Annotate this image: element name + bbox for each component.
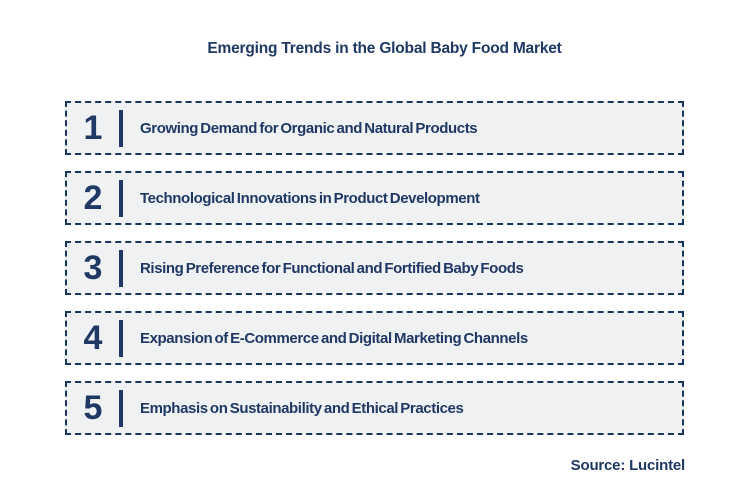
trend-number: 2 (83, 179, 103, 217)
trend-item-3: 3 Rising Preference for Functional and F… (65, 241, 684, 295)
vertical-divider (119, 249, 123, 287)
trend-number: 3 (83, 249, 103, 287)
trend-label: Rising Preference for Functional and For… (140, 259, 524, 277)
trend-item-2: 2 Technological Innovations in Product D… (65, 171, 684, 225)
trend-label: Emphasis on Sustainability and Ethical P… (140, 399, 464, 417)
trend-number: 5 (83, 389, 103, 427)
trend-item-1: 1 Growing Demand for Organic and Natural… (65, 101, 684, 155)
vertical-divider (119, 389, 123, 427)
trend-label: Technological Innovations in Product Dev… (140, 189, 480, 207)
trend-label: Growing Demand for Organic and Natural P… (140, 119, 478, 137)
page-title: Emerging Trends in the Global Baby Food … (207, 40, 562, 57)
trend-number: 1 (83, 109, 103, 147)
trend-item-4: 4 Expansion of E-Commerce and Digital Ma… (65, 311, 684, 365)
trend-list: 1 Growing Demand for Organic and Natural… (65, 101, 684, 451)
trend-number: 4 (83, 319, 103, 357)
trend-item-5: 5 Emphasis on Sustainability and Ethical… (65, 381, 684, 435)
vertical-divider (119, 179, 123, 217)
source-attribution: Source: Lucintel (570, 457, 686, 474)
vertical-divider (119, 319, 123, 357)
trend-label: Expansion of E-Commerce and Digital Mark… (140, 329, 528, 347)
vertical-divider (119, 109, 123, 147)
